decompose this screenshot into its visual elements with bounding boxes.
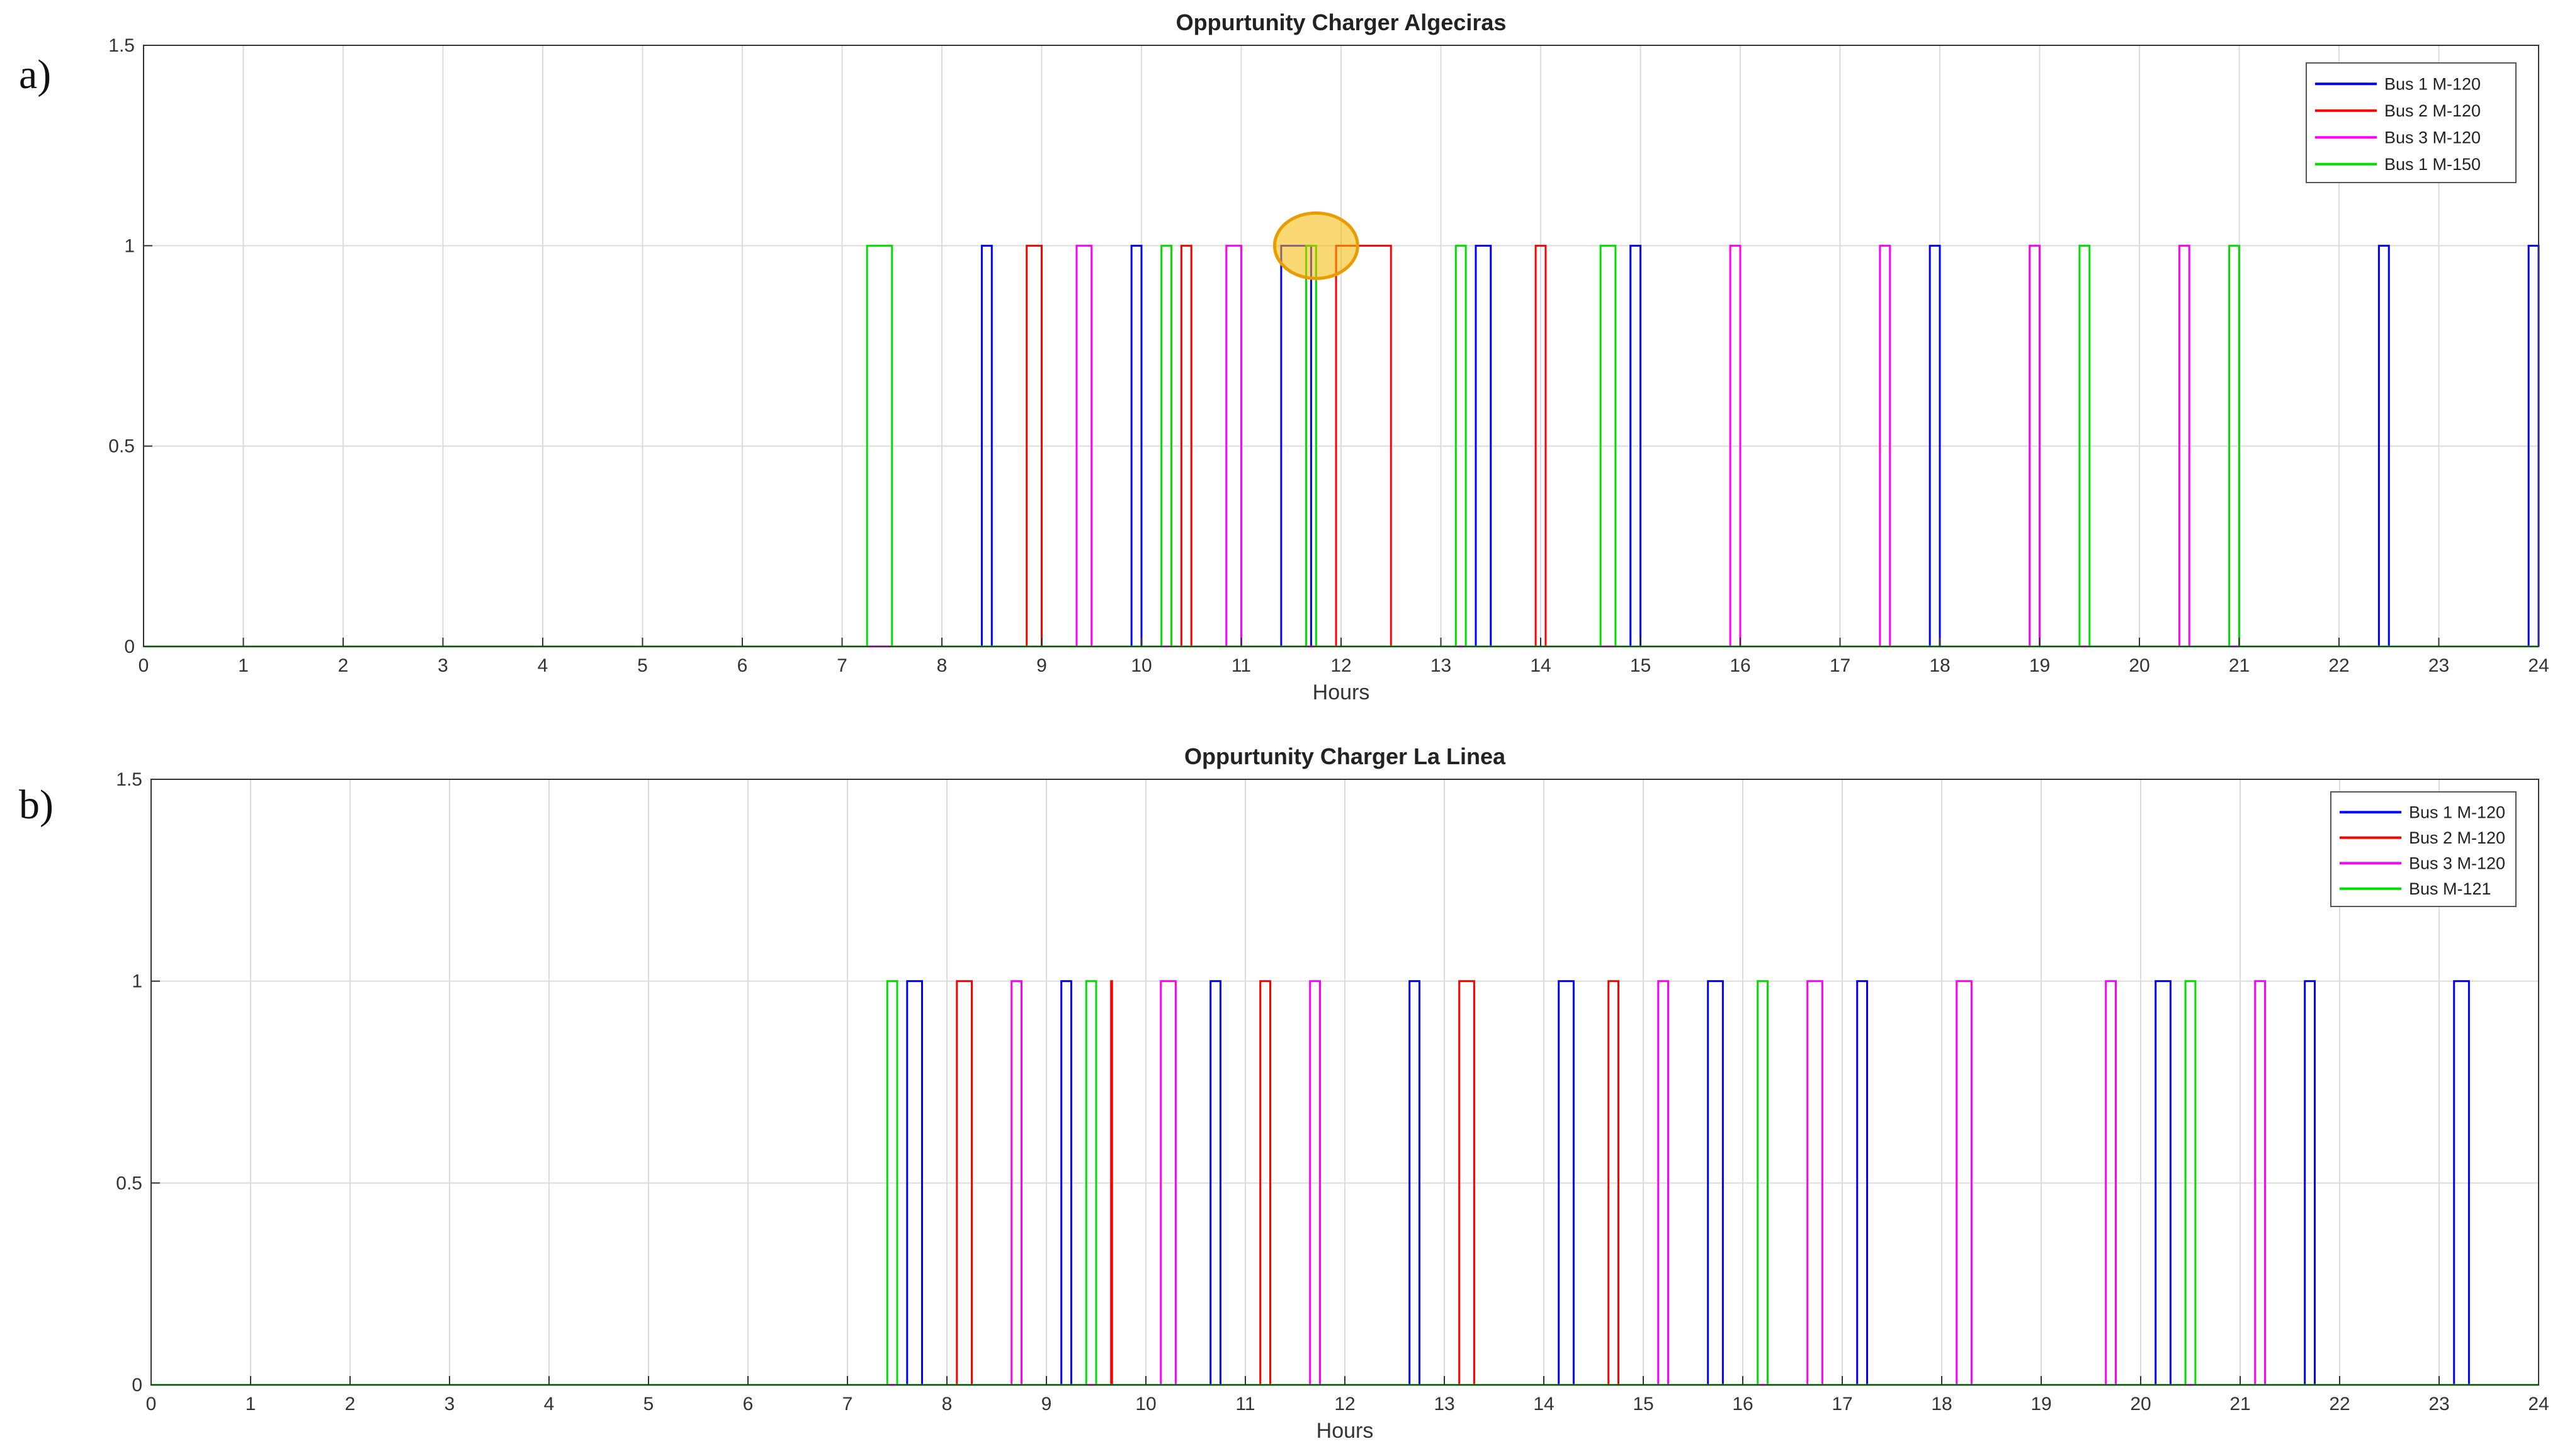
chart-title: Oppurtunity Charger La Linea (1184, 743, 1506, 769)
legend-entry: Bus 1 M-120 (2384, 74, 2481, 93)
x-tick-label: 8 (942, 1394, 953, 1414)
x-tick-label: 13 (1434, 1394, 1454, 1414)
x-tick-label: 20 (2130, 1394, 2151, 1414)
chart-panel-1: 0 1 2 3 4 5 6 7 8 9 10 11 12 13 14 15 16 17 18 19 20 21 22 23 24… (19, 9, 2549, 704)
x-tick-label: 3 (445, 1394, 455, 1414)
x-tick-label: 15 (1630, 655, 1651, 676)
x-tick-label: 0 (139, 655, 149, 676)
x-tick-label: 11 (1232, 655, 1251, 676)
y-tick-label: 1.5 (116, 769, 142, 790)
legend-entry: Bus 2 M-120 (2384, 101, 2481, 120)
x-tick-label: 18 (1929, 655, 1950, 676)
x-tick-label: 22 (2328, 655, 2349, 676)
legend: Bus 1 M-120 Bus 2 M-120 Bus 3 M-120 Bus M-1… (2330, 791, 2517, 907)
x-tick-label: 16 (1730, 655, 1750, 676)
legend-entry: Bus 1 M-150 (2384, 155, 2481, 174)
x-tick-label: 2 (338, 655, 349, 676)
x-tick-label: 19 (2029, 655, 2050, 676)
x-tick-label: 13 (1430, 655, 1451, 676)
x-tick-label: 1 (238, 655, 249, 676)
x-tick-label: 23 (2428, 655, 2449, 676)
x-tick-label: 7 (842, 1394, 853, 1414)
x-tick-label: 6 (743, 1394, 754, 1414)
x-tick-label: 21 (2229, 655, 2250, 676)
x-tick-label: 14 (1530, 655, 1551, 676)
x-tick-label: 18 (1931, 1394, 1952, 1414)
x-tick-label: 11 (1235, 1394, 1255, 1414)
x-tick-label: 22 (2329, 1394, 2350, 1414)
y-tick-label: 1 (124, 235, 135, 256)
panel-label: b) (19, 782, 54, 828)
x-tick-label: 4 (538, 655, 548, 676)
chart-panel-2: 0 1 2 3 4 5 6 7 8 9 10 11 12 13 14 15 16 17 18 19 20 21 22 23 24… (19, 743, 2549, 1443)
x-tick-label: 5 (637, 655, 648, 676)
x-tick-label: 3 (438, 655, 448, 676)
y-tick-label: 0 (132, 1375, 142, 1396)
x-axis-label: Hours (1313, 680, 1370, 704)
x-tick-label: 20 (2129, 655, 2149, 676)
x-tick-label: 21 (2229, 1394, 2250, 1414)
y-tick-label: 1 (132, 971, 142, 992)
x-tick-label: 9 (1036, 655, 1047, 676)
highlight-circle (1272, 211, 1359, 280)
x-tick-label: 8 (937, 655, 948, 676)
legend-entry: Bus 1 M-120 (2409, 803, 2505, 821)
series-line-2 (151, 980, 2539, 1386)
legend-entry: Bus 3 M-120 (2409, 854, 2505, 872)
x-tick-label: 14 (1533, 1394, 1554, 1414)
x-tick-label: 19 (2030, 1394, 2051, 1414)
x-tick-label: 12 (1334, 1394, 1355, 1414)
x-axis-label: Hours (1317, 1419, 1374, 1443)
y-tick-label: 0.5 (108, 436, 135, 457)
x-tick-label: 2 (345, 1394, 356, 1414)
x-tick-label: 4 (544, 1394, 555, 1414)
legend-entry: Bus M-121 (2409, 879, 2491, 898)
chart-title: Oppurtunity Charger Algeciras (1176, 9, 1507, 35)
legend-entry: Bus 3 M-120 (2384, 128, 2481, 147)
x-tick-label: 15 (1633, 1394, 1653, 1414)
x-tick-label: 10 (1135, 1394, 1156, 1414)
x-tick-label: 24 (2528, 1394, 2549, 1414)
x-tick-label: 9 (1041, 1394, 1052, 1414)
y-tick-label: 0.5 (116, 1173, 142, 1194)
x-tick-label: 10 (1131, 655, 1152, 676)
x-tick-label: 23 (2428, 1394, 2449, 1414)
x-tick-label: 12 (1330, 655, 1351, 676)
x-tick-label: 5 (643, 1394, 654, 1414)
y-tick-label: 1.5 (108, 35, 135, 56)
x-tick-label: 24 (2528, 655, 2549, 676)
panel-label: a) (19, 52, 51, 98)
y-tick-label: 0 (124, 636, 135, 657)
x-tick-label: 17 (1830, 655, 1850, 676)
legend: Bus 1 M-120 Bus 2 M-120 Bus 3 M-120 Bus 1 M… (2306, 62, 2517, 183)
legend-entry: Bus 2 M-120 (2409, 828, 2505, 847)
x-tick-label: 17 (1832, 1394, 1852, 1414)
x-tick-label: 16 (1732, 1394, 1753, 1414)
x-tick-label: 1 (246, 1394, 256, 1414)
x-tick-label: 0 (146, 1394, 157, 1414)
x-tick-label: 6 (737, 655, 748, 676)
x-tick-label: 7 (837, 655, 847, 676)
